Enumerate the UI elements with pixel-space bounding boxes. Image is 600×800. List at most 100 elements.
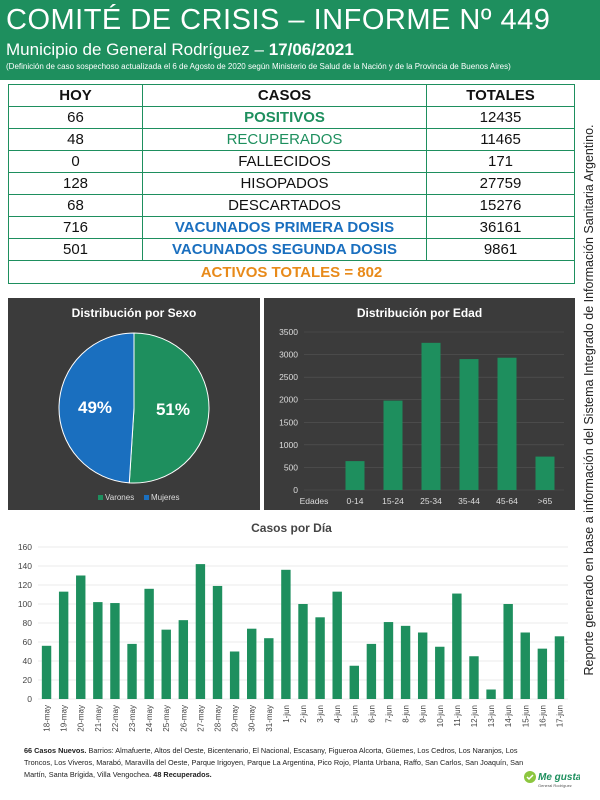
age-bar bbox=[497, 357, 517, 490]
definition-note: (Definición de caso sospechoso actualiza… bbox=[6, 62, 511, 71]
casos-cell: FALLECIDOS bbox=[143, 151, 427, 172]
daily-chart-title: Casos por Día bbox=[251, 521, 332, 535]
day-bar bbox=[349, 665, 359, 699]
day-bar bbox=[195, 564, 206, 699]
legend-swatch bbox=[144, 495, 149, 500]
me-gusta-logo: Me gusta General Rodríguez bbox=[522, 766, 582, 792]
table-row: 716 VACUNADOS PRIMERA DOSIS 36161 bbox=[9, 217, 574, 239]
x-tick-label: 45-64 bbox=[496, 496, 518, 506]
x-tick-label: 1-jun bbox=[282, 705, 291, 723]
y-tick-label: 0 bbox=[27, 694, 32, 704]
table-row: 128 HISOPADOS 27759 bbox=[9, 173, 574, 195]
day-bar bbox=[417, 632, 428, 699]
hoy-cell: 68 bbox=[9, 195, 143, 216]
day-bar bbox=[486, 689, 496, 699]
table-row: 501 VACUNADOS SEGUNDA DOSIS 9861 bbox=[9, 239, 574, 261]
sex-pie-chart: 51% 49% Varones Mujeres bbox=[58, 332, 210, 502]
casos-cell: POSITIVOS bbox=[143, 107, 427, 128]
day-bar bbox=[520, 632, 530, 699]
casos-cell: VACUNADOS PRIMERA DOSIS bbox=[143, 217, 427, 238]
day-bar bbox=[127, 643, 137, 699]
day-bar bbox=[383, 622, 394, 699]
x-tick-label: 35-44 bbox=[458, 496, 480, 506]
x-axis-label: Edades bbox=[300, 496, 329, 506]
x-tick-label: 19-may bbox=[60, 705, 69, 732]
x-tick-label: 8-jun bbox=[402, 705, 411, 723]
y-tick-label: 80 bbox=[23, 618, 33, 628]
hoy-cell: 128 bbox=[9, 173, 143, 194]
x-tick-label: 23-may bbox=[128, 705, 137, 732]
day-bar bbox=[537, 648, 548, 699]
y-tick-label: 0 bbox=[293, 485, 298, 495]
x-tick-label: 16-jun bbox=[538, 705, 547, 727]
report-date: 17/06/2021 bbox=[268, 40, 354, 59]
pie-label: 49% bbox=[78, 398, 112, 417]
side-note: Reporte generado en base a información d… bbox=[582, 100, 596, 700]
y-tick-label: 1000 bbox=[279, 440, 298, 450]
day-bar bbox=[178, 620, 189, 699]
x-tick-label: 21-may bbox=[94, 705, 103, 732]
y-tick-label: 40 bbox=[23, 656, 33, 666]
svg-text:General Rodríguez: General Rodríguez bbox=[538, 783, 572, 788]
legend-label: Varones bbox=[105, 493, 134, 502]
table-header-row: HOY CASOS TOTALES bbox=[9, 85, 574, 107]
day-bar bbox=[110, 603, 120, 699]
x-tick-label: 10-jun bbox=[436, 705, 445, 727]
day-bar bbox=[247, 628, 257, 699]
y-tick-label: 20 bbox=[23, 675, 33, 685]
age-bar-chart: 0 500 1000 1500 2000 2500 3000 3500 Edades 0-14 15… bbox=[279, 327, 564, 506]
day-bar bbox=[298, 604, 308, 699]
x-tick-label: 15-jun bbox=[521, 705, 530, 727]
day-bar bbox=[161, 629, 171, 699]
day-bar bbox=[400, 625, 411, 699]
x-tick-label: 28-may bbox=[214, 705, 223, 732]
y-tick-label: 3500 bbox=[279, 327, 298, 337]
y-tick-label: 1500 bbox=[279, 417, 298, 427]
totales-cell: 27759 bbox=[479, 175, 522, 192]
x-tick-label: 3-jun bbox=[316, 705, 325, 723]
pie-slice bbox=[128, 332, 210, 484]
day-bar bbox=[503, 604, 513, 699]
table-row: 48 RECUPERADOS 11465 bbox=[9, 129, 574, 151]
day-bar bbox=[229, 651, 240, 699]
header-totales: TOTALES bbox=[466, 87, 535, 104]
y-tick-label: 2500 bbox=[279, 372, 298, 382]
x-tick-label: 6-jun bbox=[367, 705, 376, 723]
x-tick-label: 25-may bbox=[162, 705, 171, 732]
casos-cell: HISOPADOS bbox=[143, 173, 427, 194]
table-row: 66 POSITIVOS 12435 bbox=[9, 107, 574, 129]
day-bar bbox=[435, 646, 445, 699]
activos-row: ACTIVOS TOTALES = 802 bbox=[200, 263, 383, 281]
header-hoy: HOY bbox=[9, 85, 143, 106]
x-tick-label: 14-jun bbox=[504, 705, 513, 727]
day-bar bbox=[332, 591, 342, 699]
totales-cell: 15276 bbox=[479, 197, 522, 214]
totales-cell: 12435 bbox=[479, 109, 522, 126]
y-tick-label: 100 bbox=[18, 599, 32, 609]
pie-slice bbox=[58, 332, 135, 484]
hoy-cell: 716 bbox=[9, 217, 143, 238]
totales-cell: 171 bbox=[487, 153, 514, 170]
x-tick-label: 26-may bbox=[179, 705, 188, 732]
casos-cell: RECUPERADOS bbox=[143, 129, 427, 150]
y-tick-label: 3000 bbox=[279, 350, 298, 360]
report-header: COMITÉ DE CRISIS – INFORME Nº 449 Munici… bbox=[0, 0, 600, 80]
x-tick-label: 31-may bbox=[265, 705, 274, 732]
sex-chart-title: Distribución por Sexo bbox=[71, 306, 197, 320]
x-tick-label: >65 bbox=[538, 496, 553, 506]
age-bar bbox=[459, 359, 479, 490]
side-note-text: Reporte generado en base a información d… bbox=[582, 124, 596, 676]
daily-chart-panel: Casos por Día 0 20 40 60 80 100 120 140 160 18-ma… bbox=[8, 515, 575, 743]
x-tick-label: 25-34 bbox=[420, 496, 442, 506]
y-tick-label: 2000 bbox=[279, 395, 298, 405]
table-row: 68 DESCARTADOS 15276 bbox=[9, 195, 574, 217]
y-tick-label: 60 bbox=[23, 637, 33, 647]
x-tick-label: 22-may bbox=[111, 705, 120, 732]
age-chart-title: Distribución por Edad bbox=[356, 306, 483, 320]
x-tick-label: 2-jun bbox=[299, 705, 308, 723]
y-tick-label: 140 bbox=[18, 561, 32, 571]
day-bar bbox=[366, 643, 377, 699]
casos-cell: VACUNADOS SEGUNDA DOSIS bbox=[143, 239, 427, 260]
x-tick-label: 18-may bbox=[43, 705, 52, 732]
pie-label: 51% bbox=[156, 400, 190, 419]
